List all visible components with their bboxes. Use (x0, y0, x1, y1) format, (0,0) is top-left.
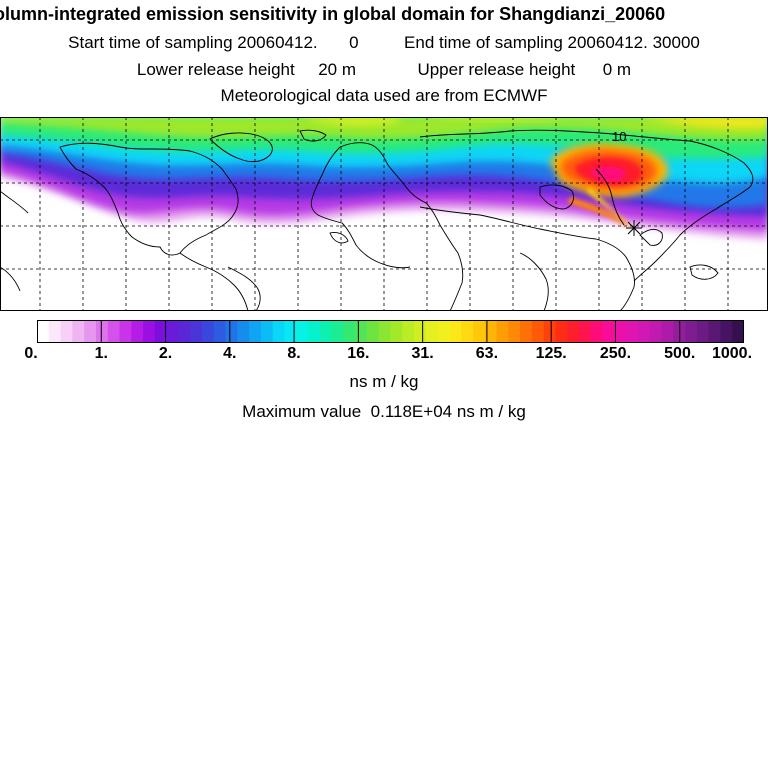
plot-title: olumn-integrated emission sensitivity in… (0, 4, 666, 24)
colorbar-cell (590, 320, 604, 343)
lower-release-value: 20 m (318, 60, 356, 79)
colorbar-cell (84, 320, 97, 343)
colorbar-tick-label: 500. (664, 345, 696, 362)
colorbar-cell (260, 320, 274, 343)
upper-release-value: 0 m (602, 60, 632, 79)
colorbar-cell (107, 320, 121, 343)
colorbar-cell (237, 320, 250, 343)
colorbar-cell (496, 320, 509, 343)
max-value-units: ns m / kg (456, 402, 526, 421)
colorbar-cell (414, 320, 427, 343)
colorbar-cell (696, 320, 710, 343)
maximum-value-line: Maximum value 0.118E+04 ns m / kg (0, 402, 768, 422)
lat-lon-grid (0, 117, 768, 311)
colorbar (37, 320, 744, 343)
colorbar-tick-marks (100, 320, 681, 343)
colorbar-cell (190, 320, 203, 343)
colorbar-cell (402, 320, 415, 343)
colorbar-cells (37, 320, 744, 343)
colorbar-tick-label: 2. (158, 345, 173, 362)
colorbar-cell (378, 320, 392, 343)
colorbar-cell (213, 320, 227, 343)
colorbar-cell (37, 320, 50, 343)
colorbar-cell (296, 320, 309, 343)
colorbar-cell (543, 320, 557, 343)
colorbar-tick-label: 63. (475, 345, 499, 362)
contour-label: 10 (612, 129, 626, 144)
colorbar-cell (284, 320, 297, 343)
colorbar-cell (95, 320, 109, 343)
colorbar-cell (520, 320, 533, 343)
colorbar-cell (602, 320, 615, 343)
colorbar-cell (425, 320, 439, 343)
colorbar-cell (732, 320, 744, 343)
colorbar-cell (472, 320, 486, 343)
colorbar-cell (390, 320, 403, 343)
end-time-label: End time of sampling 20060412. 30000 (404, 33, 700, 52)
colorbar-cell (649, 320, 663, 343)
coastlines (1, 129, 754, 310)
colorbar-cell (626, 320, 639, 343)
colorbar-cell (567, 320, 580, 343)
colorbar-cell (272, 320, 286, 343)
colorbar-tick-label: 1. (94, 345, 108, 362)
emission-sensitivity-map: 10 (0, 117, 768, 311)
colorbar-cell (201, 320, 215, 343)
colorbar-cell (661, 320, 674, 343)
colorbar-cell (555, 320, 568, 343)
colorbar-tick-label: 1000. (711, 345, 753, 362)
receptor-marker (626, 220, 642, 236)
upper-release-label: Upper release height (417, 60, 576, 79)
release-height-line: Lower release height 20 m Upper release … (0, 60, 768, 80)
colorbar-cell (461, 320, 474, 343)
met-source-line: Meteorological data used are from ECMWF (220, 86, 548, 105)
colorbar-units: ns m / kg (349, 372, 419, 391)
colorbar-tick-label: 0. (24, 345, 38, 362)
colorbar-tick-label: 31. (411, 345, 434, 362)
max-value: 0.118E+04 (370, 402, 453, 421)
colorbar-cell (225, 320, 238, 343)
sampling-time-line: Start time of sampling 20060412. 0 End t… (0, 33, 768, 53)
colorbar-cell (308, 320, 321, 343)
colorbar-cell (579, 320, 592, 343)
colorbar-cell (685, 320, 698, 343)
colorbar-cell (119, 320, 132, 343)
colorbar-cell (637, 320, 651, 343)
colorbar-cell (249, 320, 262, 343)
colorbar-cell (343, 320, 356, 343)
colorbar-cell (449, 320, 462, 343)
colorbar-tick-label: 250. (599, 345, 632, 362)
colorbar-cell (143, 320, 156, 343)
colorbar-tick-label: 8. (287, 345, 301, 362)
colorbar-cell (366, 320, 380, 343)
colorbar-frame (37, 320, 744, 343)
colorbar-cell (720, 320, 733, 343)
colorbar-cell (708, 320, 722, 343)
colorbar-cell (178, 320, 191, 343)
colorbar-tick-label: 16. (347, 345, 370, 362)
colorbar-cell (437, 320, 451, 343)
max-value-label: Maximum value (242, 402, 362, 421)
colorbar-cell (72, 320, 85, 343)
start-time-label: Start time of sampling 20060412. (68, 33, 318, 52)
colorbar-cell (614, 320, 627, 343)
start-time-value: 0 (349, 33, 359, 52)
colorbar-cell (60, 320, 73, 343)
colorbar-tick-label: 125. (535, 345, 567, 362)
lower-release-label: Lower release height (136, 60, 295, 79)
colorbar-cell (154, 320, 168, 343)
colorbar-tick-label: 4. (223, 345, 237, 362)
colorbar-cell (484, 320, 498, 343)
colorbar-cell (331, 320, 344, 343)
colorbar-cell (319, 320, 333, 343)
colorbar-cell (531, 320, 545, 343)
colorbar-cell (48, 320, 62, 343)
colorbar-cell (131, 320, 144, 343)
colorbar-cell (166, 320, 179, 343)
colorbar-cell (508, 320, 521, 343)
colorbar-cell (355, 320, 368, 343)
